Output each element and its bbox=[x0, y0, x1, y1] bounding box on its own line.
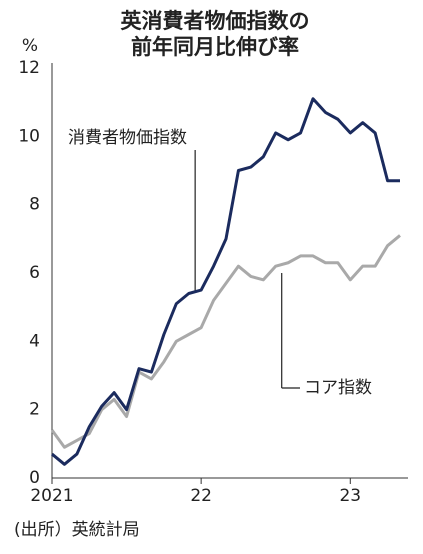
x-tick-label: 2021 bbox=[30, 486, 73, 506]
series-line bbox=[51, 97, 400, 466]
y-tick-label: 6 bbox=[29, 263, 40, 283]
y-unit: % bbox=[22, 36, 38, 56]
series-label: コア指数 bbox=[304, 378, 372, 398]
y-tick-label: 0 bbox=[29, 468, 40, 488]
y-tick-label: 12 bbox=[18, 58, 40, 78]
source: (出所）英統計局 bbox=[14, 520, 140, 540]
x-tick-label: 23 bbox=[339, 486, 361, 506]
chart-title: 英消費者物価指数の bbox=[121, 9, 310, 33]
series-label: 消費者物価指数 bbox=[68, 128, 187, 148]
y-tick-label: 4 bbox=[29, 331, 40, 351]
chart-title: 前年同月比伸び率 bbox=[131, 35, 299, 59]
y-tick-label: 2 bbox=[29, 400, 40, 420]
series-line bbox=[50, 234, 401, 449]
y-tick-label: 8 bbox=[29, 195, 40, 215]
y-tick-label: 10 bbox=[18, 126, 40, 146]
x-tick-label: 22 bbox=[190, 486, 212, 506]
